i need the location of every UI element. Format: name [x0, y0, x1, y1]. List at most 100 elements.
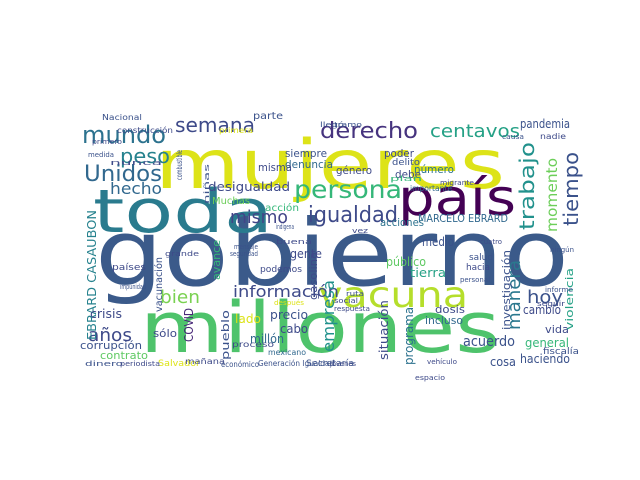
word: causa: [502, 133, 524, 141]
word: avance: [210, 240, 223, 280]
word: llegó: [320, 121, 344, 129]
word: combustible: [175, 150, 184, 180]
word: migrante: [440, 179, 474, 187]
word: igualdad: [308, 203, 398, 228]
word: podemos: [260, 265, 302, 275]
word: desigualdad: [208, 180, 290, 194]
word: tierra: [410, 266, 446, 280]
word: programa: [402, 307, 416, 365]
word: gasolina: [307, 252, 320, 300]
word: hoy: [527, 287, 563, 308]
word: impunidad: [120, 283, 146, 291]
word: buena: [276, 238, 312, 246]
word: cosa: [490, 355, 516, 369]
word: social: [334, 297, 358, 305]
word: gente: [290, 247, 322, 261]
word: nunca: [110, 159, 162, 167]
word: informe: [545, 286, 573, 294]
word: semana: [175, 113, 255, 137]
word: primera: [219, 126, 253, 135]
word: Unidos: [84, 162, 162, 187]
word: mujeres: [155, 126, 505, 205]
word: poder: [384, 147, 414, 160]
word: toda: [93, 177, 273, 247]
word: cuatro: [480, 238, 502, 246]
word: acciones: [380, 216, 424, 229]
word: COVID: [182, 308, 196, 342]
word: nadie: [540, 132, 566, 141]
word: mundo: [82, 121, 166, 149]
word: misma: [258, 161, 292, 174]
word: violencia: [563, 268, 576, 330]
word: Muchas: [212, 196, 250, 207]
word: sólo: [153, 327, 177, 340]
word: plan: [390, 175, 422, 183]
word: lado: [235, 312, 261, 326]
word: gobierno: [95, 200, 569, 307]
word: millones: [140, 287, 500, 369]
word: mensaje: [234, 243, 258, 251]
word: vez: [352, 227, 368, 235]
word: fiscalía: [543, 347, 579, 357]
word: ruta: [346, 290, 364, 298]
word: empresa: [319, 280, 338, 352]
word: derecho: [320, 119, 418, 144]
word: corrupción: [80, 339, 142, 352]
word: MARCELO EBRARD: [418, 212, 508, 225]
word: haciendo: [520, 352, 570, 366]
word: persona: [294, 175, 402, 204]
word: contrato: [100, 349, 148, 362]
word: medio: [422, 235, 454, 249]
word: grande: [165, 250, 199, 258]
word: mañana: [185, 357, 225, 366]
word: personal: [460, 276, 490, 284]
word: peso: [120, 144, 170, 168]
word: Secretaría: [306, 359, 354, 369]
word: Nacional: [102, 113, 142, 122]
word: crisis: [90, 307, 122, 321]
word: mismo: [230, 207, 288, 228]
word: países: [112, 263, 146, 273]
word: acción: [265, 202, 299, 214]
word: denuncia: [285, 158, 333, 171]
word: después: [274, 299, 304, 307]
word: Salvador: [158, 359, 200, 369]
word: dinero: [85, 360, 123, 368]
word: millón: [250, 332, 284, 346]
word: cabo: [280, 322, 308, 336]
word: proceso: [232, 340, 274, 349]
word: delito: [392, 158, 421, 168]
word: vacunación: [153, 257, 165, 312]
word: seguridad: [230, 250, 258, 258]
word: incluso: [425, 314, 463, 327]
word: hecho: [110, 179, 162, 198]
word: tiempo: [559, 152, 583, 226]
word: pandemia: [520, 117, 570, 131]
word: construcción: [117, 125, 173, 135]
word: primero: [92, 138, 122, 146]
word: país: [398, 169, 516, 227]
word: cambio: [523, 303, 561, 317]
word: público: [386, 255, 426, 269]
word: bien: [160, 287, 200, 308]
word: parte: [253, 111, 283, 122]
word: momento: [543, 158, 561, 232]
word: acuerdo: [463, 334, 515, 350]
word: seguir: [537, 300, 565, 308]
word: importante: [410, 184, 452, 193]
word: siempre: [285, 147, 327, 160]
word: dosis: [435, 303, 465, 316]
word: respuesta: [334, 305, 370, 313]
word: años: [88, 325, 132, 346]
word: mexicano: [268, 348, 306, 357]
word: investigación: [500, 250, 513, 330]
word: género: [336, 164, 372, 177]
word: hacia: [466, 263, 490, 273]
word: situación: [377, 300, 391, 360]
word: centavos: [430, 121, 520, 142]
word: niñas: [203, 163, 211, 204]
word: debe: [395, 168, 421, 181]
word: salud: [469, 253, 493, 263]
word: tramo: [334, 121, 362, 129]
word: espacio: [415, 374, 445, 382]
